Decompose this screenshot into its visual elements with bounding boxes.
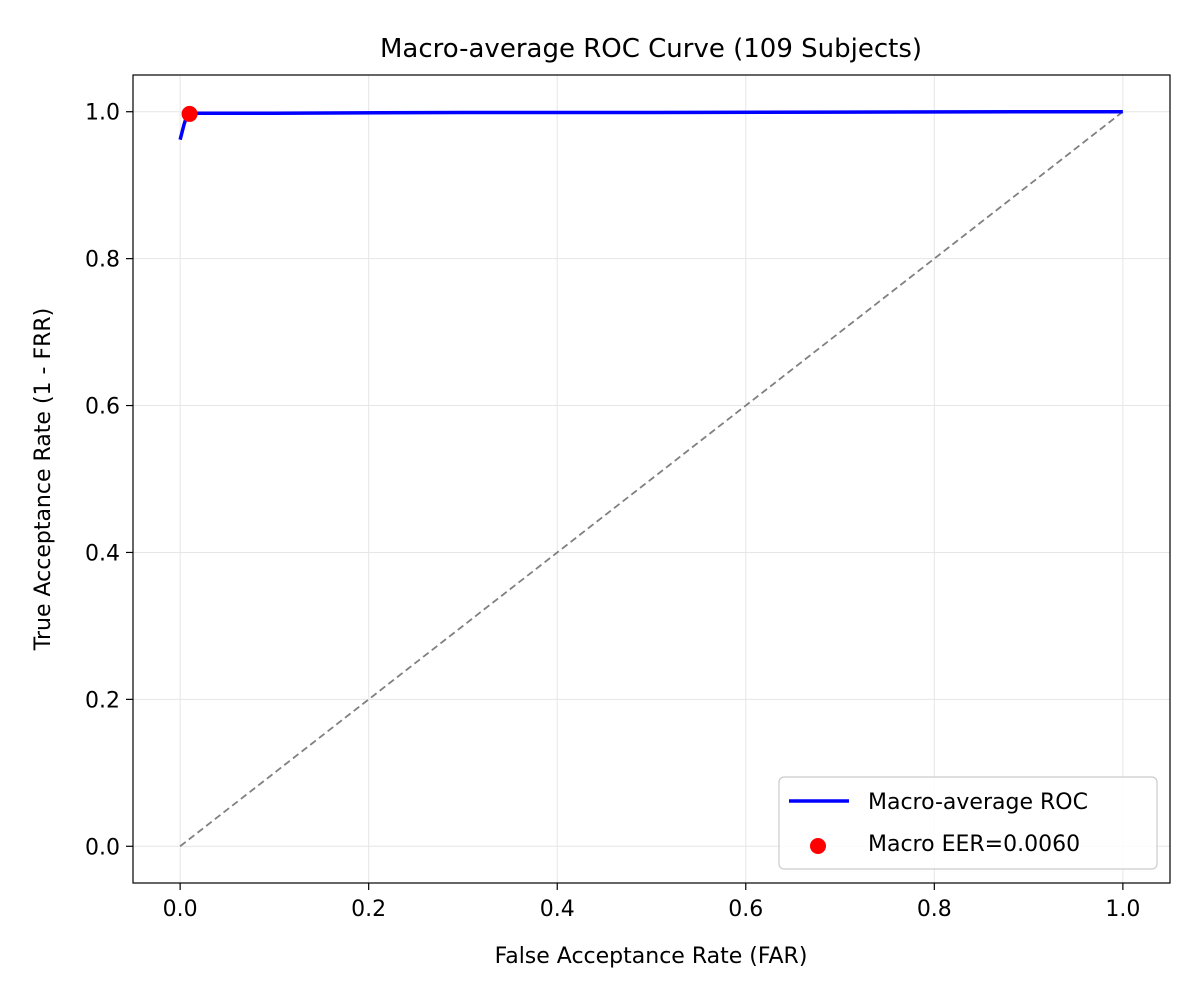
x-axis-ticks: 0.0 0.2 0.4 0.6 0.8 1.0 [163, 883, 1140, 922]
roc-curve-line [178, 109, 1123, 141]
x-tick-label: 0.8 [917, 897, 952, 922]
y-axis-ticks: 0.0 0.2 0.4 0.6 0.8 1.0 [85, 101, 133, 860]
eer-point [181, 105, 198, 122]
series-layer [178, 109, 1124, 847]
chart-title: Macro-average ROC Curve (109 Subjects) [380, 34, 922, 64]
y-tick-label: 1.0 [85, 101, 120, 126]
y-tick-label: 0.6 [85, 395, 120, 420]
y-tick-label: 0.0 [85, 835, 120, 860]
chance-diagonal-line [179, 111, 1124, 847]
y-tick-label: 0.4 [85, 541, 120, 566]
x-tick-label: 1.0 [1105, 897, 1140, 922]
legend-box [778, 776, 1158, 870]
x-tick-label: 0.0 [163, 897, 198, 922]
y-axis-label: True Acceptance Rate (1 - FRR) [31, 308, 56, 652]
x-tick-label: 0.6 [728, 897, 763, 922]
y-tick-label: 0.2 [85, 688, 120, 713]
legend-label-eer: Macro EER=0.0060 [868, 832, 1080, 857]
x-axis-label: False Acceptance Rate (FAR) [495, 944, 808, 969]
legend: Macro-average ROC Macro EER=0.0060 [778, 776, 1158, 870]
x-tick-label: 0.4 [540, 897, 575, 922]
plot-frame [132, 74, 1171, 884]
legend-marker-swatch [810, 838, 826, 854]
marker-layer [181, 105, 198, 122]
x-tick-label: 0.2 [351, 897, 386, 922]
y-tick-label: 0.8 [85, 248, 120, 273]
legend-label-roc: Macro-average ROC [868, 790, 1088, 815]
